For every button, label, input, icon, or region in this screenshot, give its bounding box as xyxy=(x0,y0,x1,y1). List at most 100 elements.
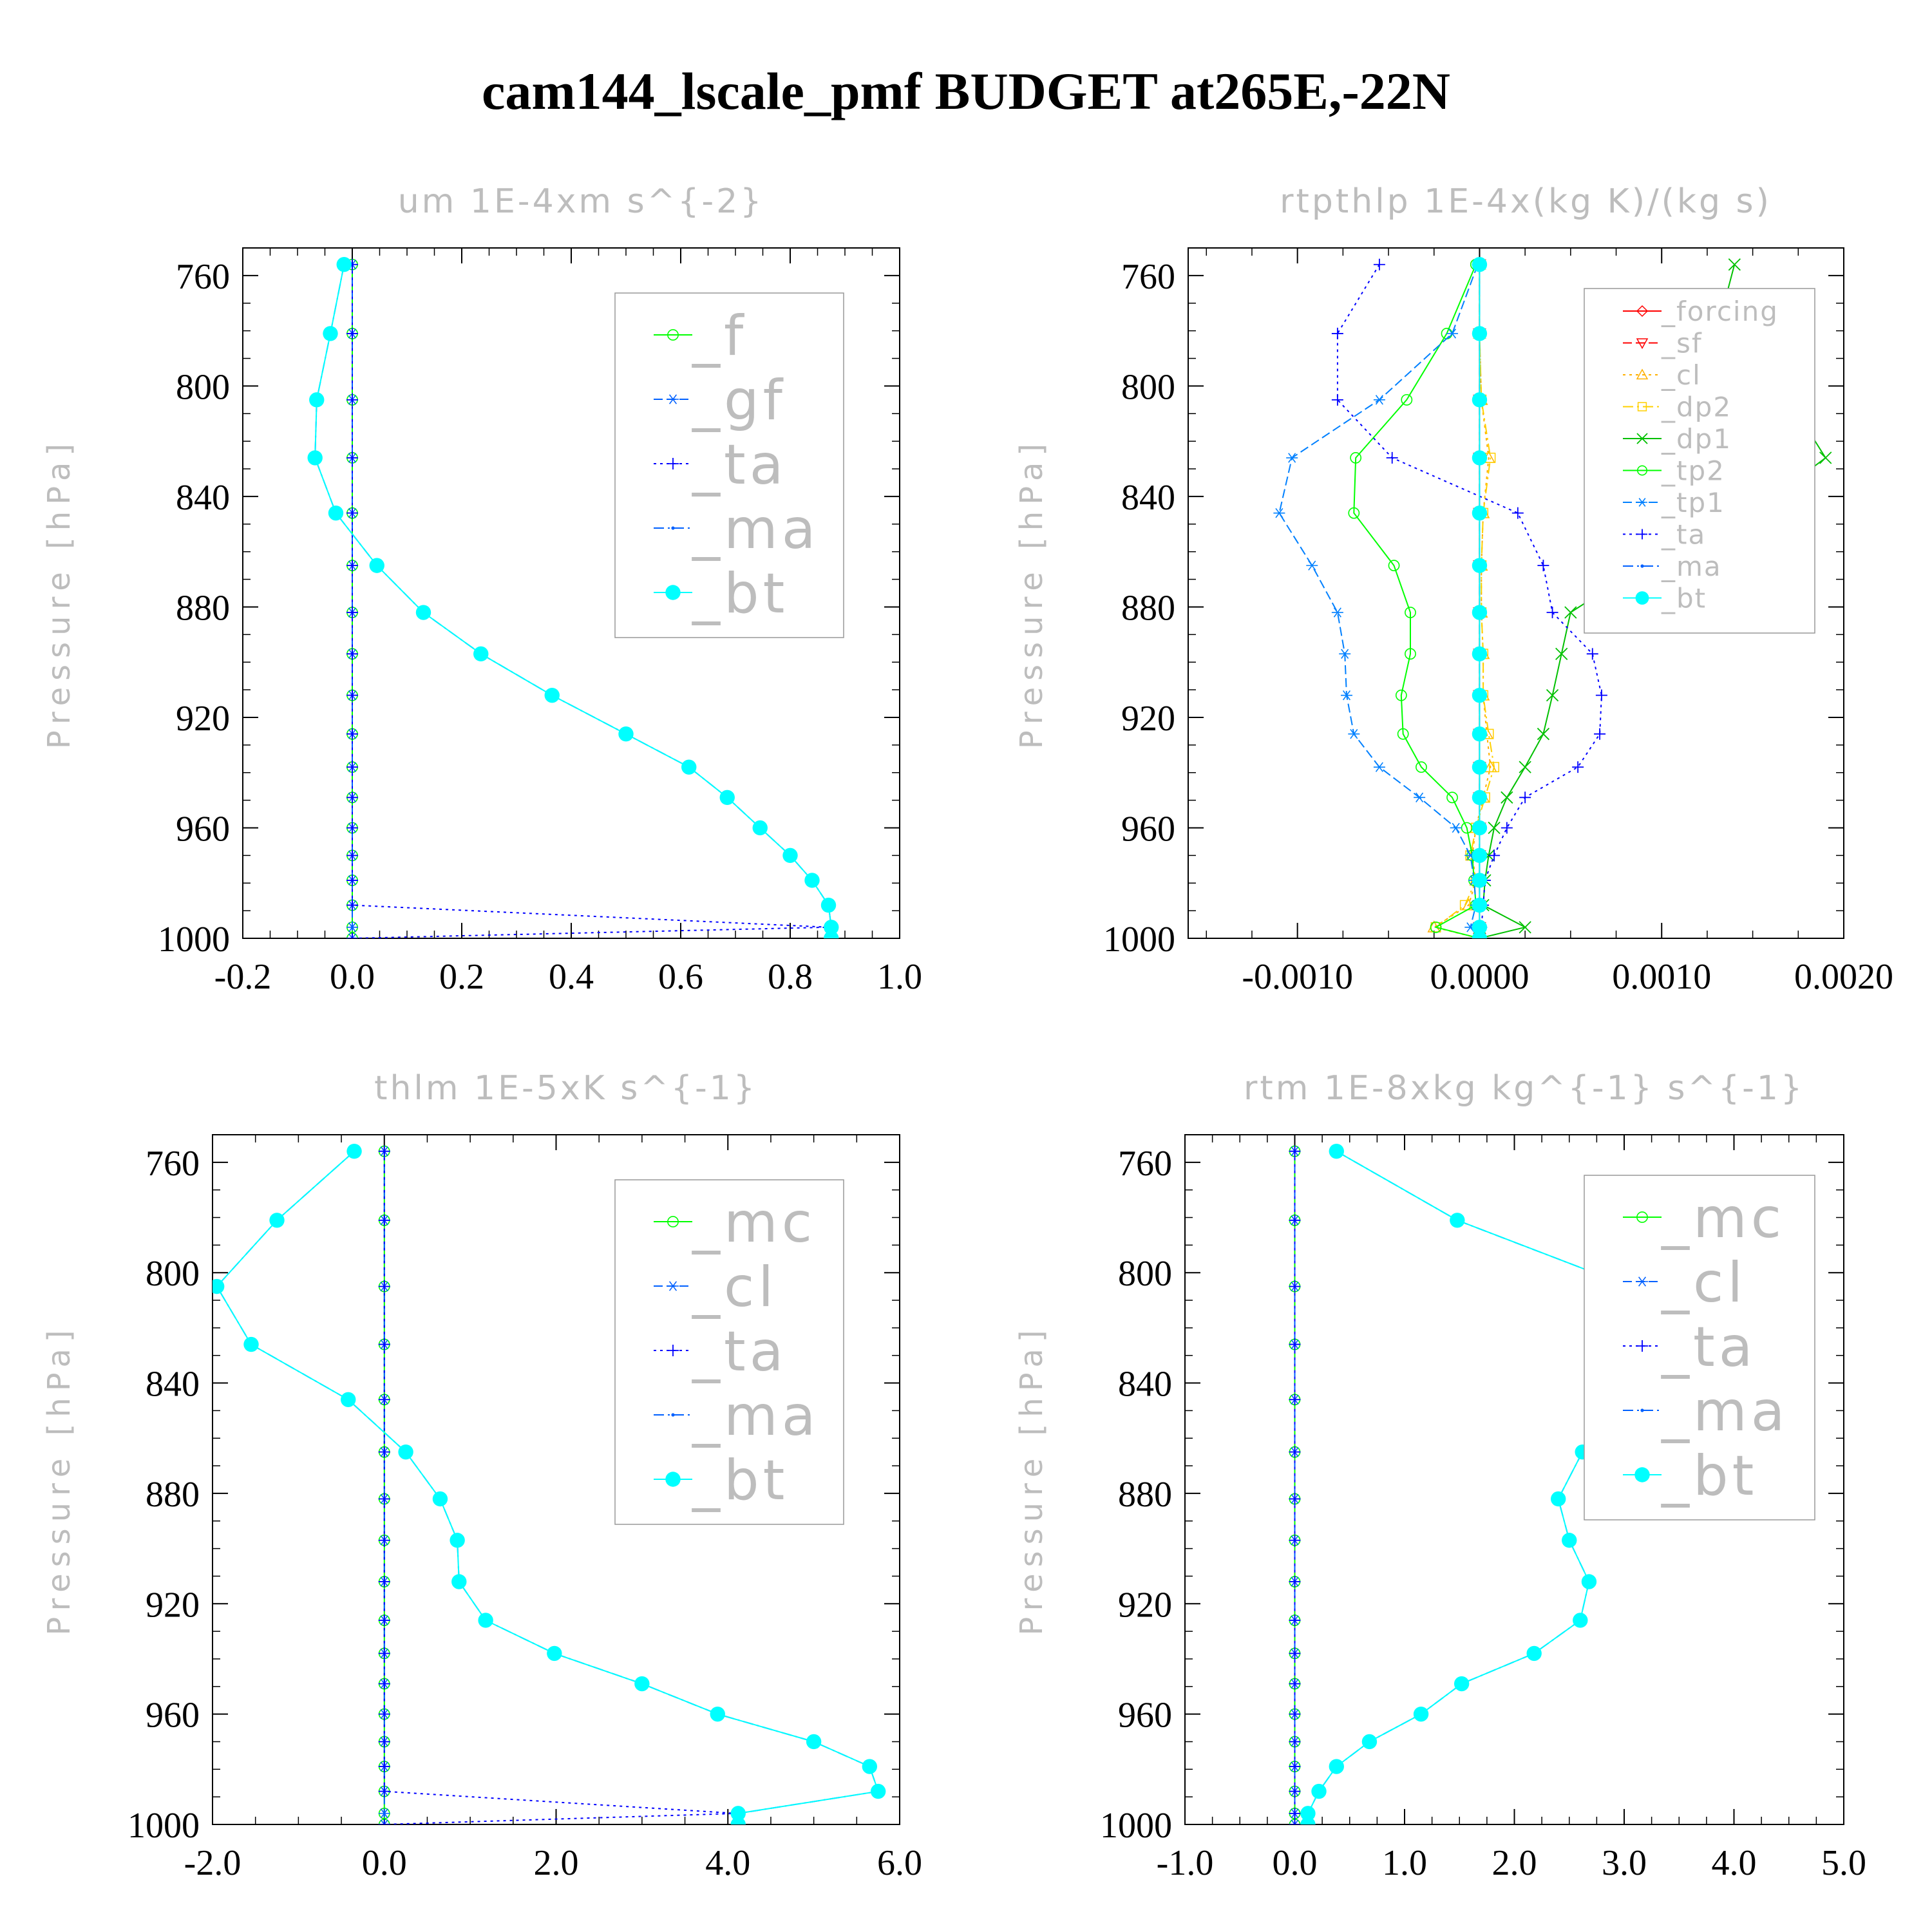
data-point xyxy=(346,849,358,862)
data-point xyxy=(213,1278,225,1294)
data-point-shape xyxy=(804,873,820,888)
data-point-shape xyxy=(378,1647,390,1660)
x-tick-label: -0.2 xyxy=(214,957,272,997)
data-point xyxy=(1373,395,1385,405)
data-point-shape xyxy=(1519,761,1531,773)
data-point xyxy=(824,931,839,938)
data-point xyxy=(1289,1446,1301,1458)
data-point-shape xyxy=(782,848,798,864)
data-point-shape xyxy=(1519,791,1531,804)
legend-swatch-marker-shape xyxy=(667,1216,679,1227)
data-point-shape xyxy=(1728,258,1741,271)
data-point-shape xyxy=(432,1491,448,1507)
data-point xyxy=(378,1145,390,1157)
data-point-shape xyxy=(1562,1533,1577,1548)
data-point xyxy=(1472,873,1488,888)
legend-swatch-marker-shape xyxy=(1636,368,1649,380)
legend-swatch-marker xyxy=(1636,433,1648,444)
data-point-shape xyxy=(1488,849,1501,862)
legend-label: _cl xyxy=(1661,359,1701,391)
data-point xyxy=(346,761,358,773)
data-point xyxy=(1405,607,1416,618)
y-tick-label: 1000 xyxy=(1103,920,1175,960)
data-point-shape xyxy=(378,1708,390,1720)
legend-swatch-marker xyxy=(1637,529,1647,540)
y-tick-label: 920 xyxy=(146,1585,200,1625)
series-tp2 xyxy=(1348,258,1486,938)
data-point xyxy=(1472,326,1488,341)
data-point-shape xyxy=(1289,1214,1301,1226)
legend-swatch-marker xyxy=(1636,338,1649,350)
data-point xyxy=(346,933,358,938)
legend-swatch-marker xyxy=(1635,591,1649,605)
data-point-shape xyxy=(1573,1613,1588,1628)
data-point xyxy=(378,1338,390,1350)
data-point xyxy=(1594,728,1606,740)
data-point-shape xyxy=(1819,451,1832,464)
data-point xyxy=(1289,1338,1301,1350)
panel-title: rtpthlp 1E-4x(kg K)/(kg s) xyxy=(1280,182,1772,221)
data-point-shape xyxy=(1373,258,1385,270)
data-point xyxy=(1472,450,1488,466)
data-point xyxy=(1546,689,1559,702)
data-point xyxy=(1501,791,1513,804)
data-point xyxy=(1289,1819,1301,1824)
data-point-shape xyxy=(341,1392,356,1407)
data-point xyxy=(346,393,358,406)
data-point xyxy=(1306,560,1318,571)
legend-label: _dp1 xyxy=(1661,423,1732,455)
x-tick-label: 4.0 xyxy=(705,1843,750,1883)
data-point xyxy=(378,1761,390,1773)
legend-swatch-marker xyxy=(667,1216,679,1227)
legend-label: _bt xyxy=(692,1448,788,1513)
data-point xyxy=(1446,791,1458,804)
legend-box xyxy=(1584,1175,1815,1520)
data-point-shape xyxy=(1472,392,1488,408)
data-point-shape xyxy=(346,607,358,619)
data-point xyxy=(346,822,358,834)
y-tick-label: 1000 xyxy=(158,920,230,960)
data-point-shape xyxy=(378,1576,390,1588)
data-point-shape xyxy=(346,761,358,773)
data-point-shape xyxy=(1537,728,1550,741)
data-point-shape xyxy=(346,648,358,660)
series-line xyxy=(1336,264,1602,938)
data-point xyxy=(782,848,798,864)
legend-label: _bt xyxy=(1661,1444,1757,1508)
legend-swatch-marker xyxy=(1640,1408,1644,1412)
data-point xyxy=(1501,822,1513,834)
data-point-shape xyxy=(824,931,839,938)
legend-label: _ta xyxy=(692,433,787,497)
data-point-shape xyxy=(378,1280,390,1293)
data-point-shape xyxy=(1430,921,1442,933)
legend-label: _sf xyxy=(1661,328,1703,359)
data-point xyxy=(378,1614,390,1626)
data-point-shape xyxy=(307,450,323,466)
data-point xyxy=(1289,1678,1301,1690)
data-point xyxy=(1386,451,1398,464)
data-point xyxy=(473,646,489,662)
data-point-shape xyxy=(1472,759,1488,775)
y-tick-label: 920 xyxy=(1121,699,1175,739)
data-point-shape xyxy=(1395,689,1407,701)
data-point xyxy=(1361,1734,1378,1750)
data-point-shape xyxy=(1472,558,1488,573)
series-line xyxy=(1432,264,1492,938)
data-point-shape xyxy=(1472,920,1488,935)
data-point-shape xyxy=(378,1678,390,1690)
data-point xyxy=(1537,560,1549,572)
data-point xyxy=(618,726,634,742)
legend-item-ma: _ma xyxy=(654,497,815,562)
data-point xyxy=(1573,1613,1588,1628)
data-point xyxy=(1519,761,1531,773)
data-point-shape xyxy=(1289,1785,1301,1797)
legend-box xyxy=(1584,288,1815,634)
data-point xyxy=(309,392,325,408)
data-point xyxy=(1562,1533,1577,1548)
panel-title: um 1E-4xm s^{-2} xyxy=(398,182,764,221)
data-point-shape xyxy=(1472,790,1488,806)
data-point xyxy=(1472,605,1488,620)
data-point-shape xyxy=(378,1785,390,1797)
data-point-shape xyxy=(378,1761,390,1773)
y-tick-label: 840 xyxy=(146,1365,200,1405)
